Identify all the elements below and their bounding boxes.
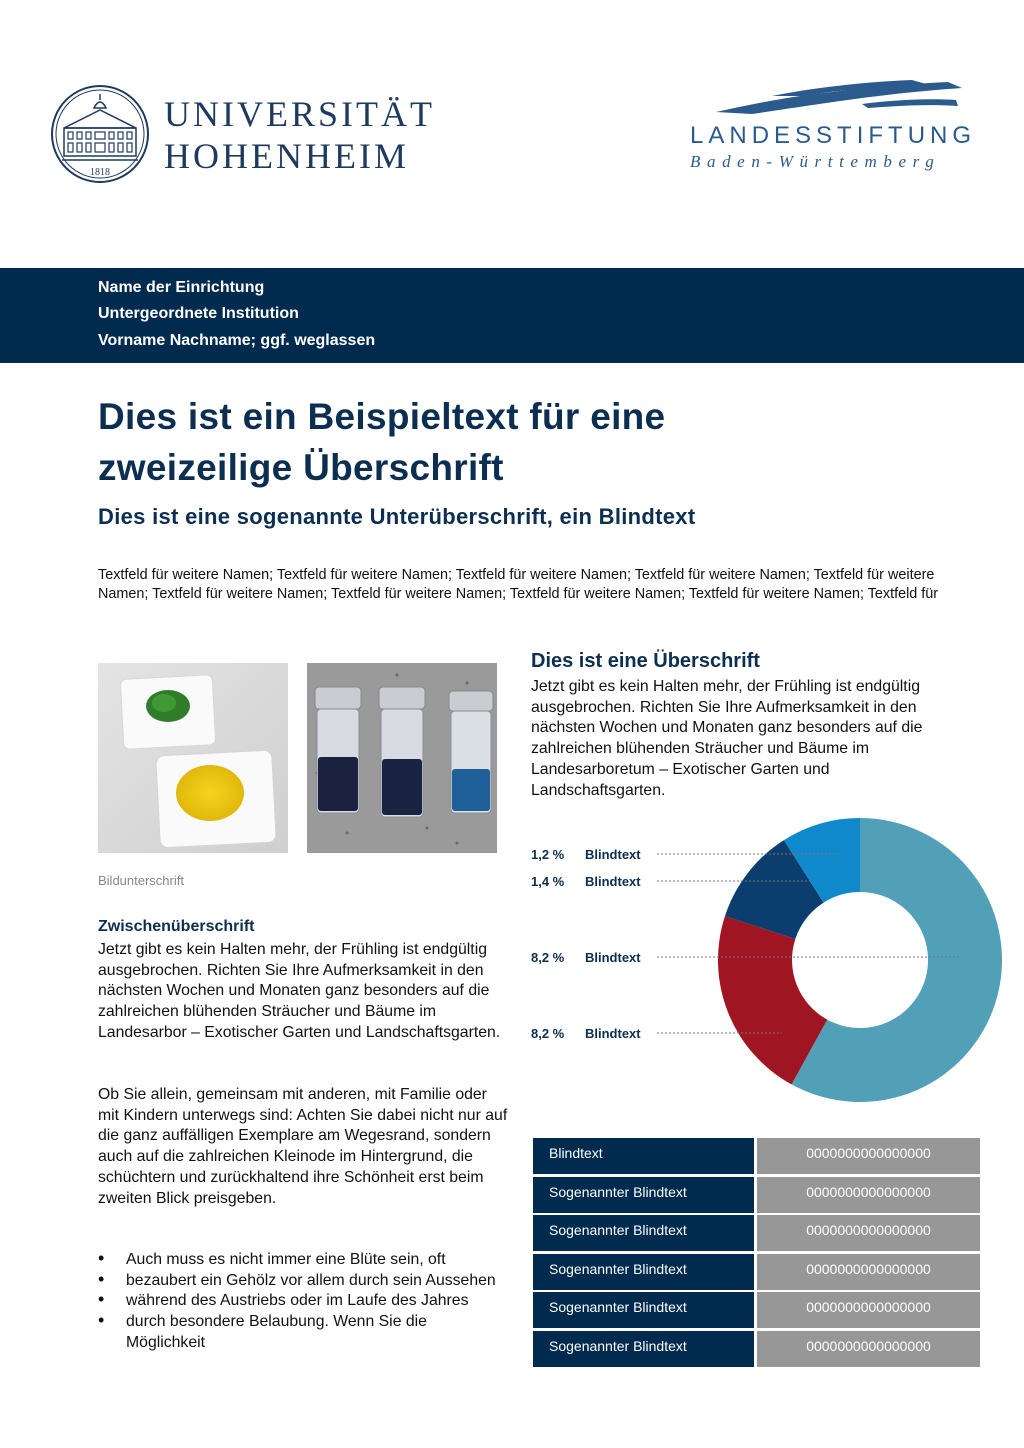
donut-chart: 1,2 % Blindtext 1,4 % Blindtext 8,2 % Blindte… bbox=[531, 818, 1002, 1102]
brush-stroke-icon bbox=[716, 80, 962, 114]
names-text: Textfeld für weitere Namen; Textfeld für… bbox=[98, 567, 939, 602]
intermediate-heading: Zwischenüberschrift bbox=[98, 918, 255, 935]
svg-text:1818: 1818 bbox=[90, 167, 110, 178]
university-name-line1: UNIVERSITÄT bbox=[164, 94, 435, 134]
table-cell-value: 0000000000000000 bbox=[757, 1253, 980, 1290]
table-row: Sogenannter Blindtext 0000000000000000 bbox=[533, 1331, 981, 1367]
table-cell-label: Sogenannter Blindtext bbox=[533, 1292, 754, 1329]
pie-slice bbox=[724, 840, 824, 939]
university-logo: 1818 UNIVERSITÄT HOHENHEIM bbox=[50, 84, 450, 188]
table-row: Sogenannter Blindtext 0000000000000000 bbox=[533, 1215, 981, 1252]
chart-legend-label: Blindtext bbox=[585, 950, 641, 965]
table-cell-value: 0000000000000000 bbox=[757, 1331, 980, 1367]
table-row: Sogenannter Blindtext 0000000000000000 bbox=[533, 1292, 981, 1329]
table-cell-value: 0000000000000000 bbox=[757, 1215, 980, 1252]
foundation-logo: LANDESSTIFTUNG Baden-Württemberg bbox=[688, 72, 978, 182]
chart-legend-label: Blindtext bbox=[585, 847, 641, 862]
pie-slice bbox=[718, 916, 828, 1085]
chart-value-label: 1,2 % bbox=[531, 847, 565, 862]
chart-labels: 1,2 % Blindtext 1,4 % Blindtext 8,2 % Blindte… bbox=[531, 847, 960, 1041]
foundation-name: LANDESSTIFTUNG bbox=[690, 122, 977, 149]
pie-slice bbox=[783, 818, 860, 903]
table-row: Sogenannter Blindtext 0000000000000000 bbox=[533, 1176, 981, 1213]
list-item: während des Austriebs oder im Laufe des … bbox=[98, 1289, 508, 1312]
image-caption: Bildunterschrift bbox=[98, 873, 184, 888]
page-title-line1: Dies ist ein Beispieltext für eine bbox=[98, 396, 666, 437]
chart-slices bbox=[718, 818, 1002, 1102]
table-cell-value: 0000000000000000 bbox=[757, 1138, 980, 1174]
table-cell-label: Sogenannter Blindtext bbox=[533, 1215, 754, 1252]
university-seal-icon: 1818 bbox=[51, 85, 149, 183]
list-item: durch besondere Belaubung. Wenn Sie die … bbox=[98, 1310, 508, 1353]
table-cell-value: 0000000000000000 bbox=[757, 1292, 980, 1329]
sub-institution: Untergeordnete Institution bbox=[98, 305, 299, 322]
list-item: Auch muss es nicht immer eine Blüte sein… bbox=[98, 1248, 508, 1271]
page-title-line2: zweizeilige Überschrift bbox=[98, 447, 504, 488]
institution-name: Name der Einrichtung bbox=[98, 279, 265, 296]
chart-legend-label: Blindtext bbox=[585, 1026, 641, 1041]
university-name-line2: HOHENHEIM bbox=[164, 136, 409, 176]
foundation-region: Baden-Württemberg bbox=[690, 152, 941, 171]
vials-photo bbox=[307, 663, 497, 853]
table-cell-value: 0000000000000000 bbox=[757, 1176, 980, 1213]
institution-band: Name der Einrichtung Untergeordnete Inst… bbox=[0, 268, 1024, 363]
page-subtitle: Dies ist eine sogenannte Unterüberschrif… bbox=[98, 504, 696, 529]
section-heading: Dies ist eine Überschrift bbox=[531, 650, 760, 672]
powder-dishes-photo bbox=[98, 663, 288, 853]
list-item: bezaubert ein Gehölz vor allem durch sei… bbox=[98, 1269, 508, 1292]
right-paragraph: Jetzt gibt es kein Halten mehr, der Früh… bbox=[531, 678, 923, 799]
chart-value-label: 1,4 % bbox=[531, 874, 565, 889]
table-cell-label: Blindtext bbox=[533, 1138, 754, 1174]
pie-slice bbox=[791, 818, 1002, 1102]
bullet-list: Auch muss es nicht immer eine Blüte sein… bbox=[98, 1248, 508, 1354]
chart-value-label: 8,2 % bbox=[531, 950, 565, 965]
left-paragraph-2: Ob Sie allein, gemeinsam mit anderen, mi… bbox=[98, 1086, 508, 1207]
table-cell-label: Sogenannter Blindtext bbox=[533, 1253, 754, 1290]
chart-legend-label: Blindtext bbox=[585, 874, 641, 889]
table-cell-label: Sogenannter Blindtext bbox=[533, 1331, 754, 1367]
table-row: Blindtext 0000000000000000 bbox=[533, 1138, 981, 1174]
table-row: Sogenannter Blindtext 0000000000000000 bbox=[533, 1253, 981, 1290]
chart-value-label: 8,2 % bbox=[531, 1026, 565, 1041]
left-paragraph-1: Jetzt gibt es kein Halten mehr, der Früh… bbox=[98, 941, 501, 1041]
table-cell-label: Sogenannter Blindtext bbox=[533, 1176, 754, 1213]
author-name: Vorname Nachname; ggf. weglassen bbox=[98, 332, 376, 349]
